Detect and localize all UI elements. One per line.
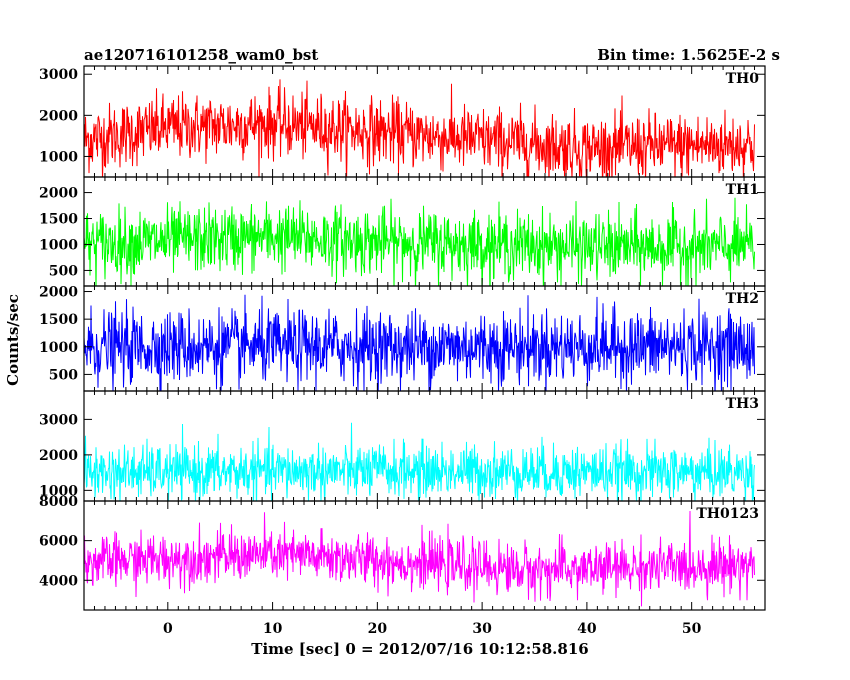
panel-label-th1: TH1 [726, 182, 759, 198]
series-th3-line [84, 422, 755, 501]
y-tick-label: 1500 [39, 312, 78, 328]
y-tick-label: 2000 [39, 108, 78, 124]
y-axis-label: Counts/sec [4, 294, 22, 386]
y-tick-label: 4000 [39, 573, 78, 589]
panel-th0: TH0 1000 2000 3000 [39, 65, 766, 178]
x-tick-label: 20 [368, 621, 388, 637]
y-tick-label: 1500 [39, 212, 78, 228]
x-axis-label: Time [sec] 0 = 2012/07/16 10:12:58.816 [251, 640, 588, 658]
bin-time-label: Bin time: 1.5625E-2 s [597, 46, 780, 64]
series-th1-line [84, 197, 755, 286]
panel-label-th0: TH0 [726, 71, 760, 87]
y-tick-label: 6000 [39, 534, 78, 550]
panel-th1: TH1 500 1000 1500 2000 [39, 176, 766, 287]
plot-title: ae120716101258_wam0_bst [84, 46, 318, 64]
panel-label-th3: TH3 [726, 396, 759, 412]
series-th0-line [84, 79, 755, 177]
x-tick-label: 10 [263, 621, 283, 637]
y-tick-label: 500 [49, 367, 78, 383]
panel-th0123: TH0123 4000 6000 8000 [39, 494, 766, 611]
panel-label-th0123: TH0123 [696, 506, 759, 522]
x-tick-label: 30 [472, 621, 492, 637]
y-tick-label: 1000 [39, 149, 78, 165]
x-tick-label: 40 [577, 621, 597, 637]
panels-group: TH0100020003000TH1500100015002000TH25001… [39, 65, 766, 637]
y-tick-label: 1000 [39, 483, 78, 499]
y-tick-label: 3000 [39, 67, 78, 83]
y-tick-label: 500 [49, 263, 78, 279]
y-tick-label: 2000 [39, 285, 78, 301]
x-tick-label: 50 [682, 621, 702, 637]
y-tick-label: 8000 [39, 494, 78, 510]
series-th0123-line [84, 510, 755, 607]
panel-th2: TH2 500 1000 1500 2000 [39, 285, 766, 392]
panel-frame [83, 500, 766, 611]
y-tick-label: 3000 [39, 412, 78, 428]
y-tick-label: 1000 [39, 340, 78, 356]
y-tick-label: 1000 [39, 237, 78, 253]
panel-label-th2: TH2 [726, 291, 759, 307]
series-th2-line [84, 294, 755, 391]
x-tick-label: 0 [163, 621, 173, 637]
panel-th3: TH3 1000 2000 3000 [39, 390, 766, 502]
panel-frame [83, 390, 766, 502]
y-tick-label: 2000 [39, 448, 78, 464]
y-tick-label: 2000 [39, 186, 78, 202]
